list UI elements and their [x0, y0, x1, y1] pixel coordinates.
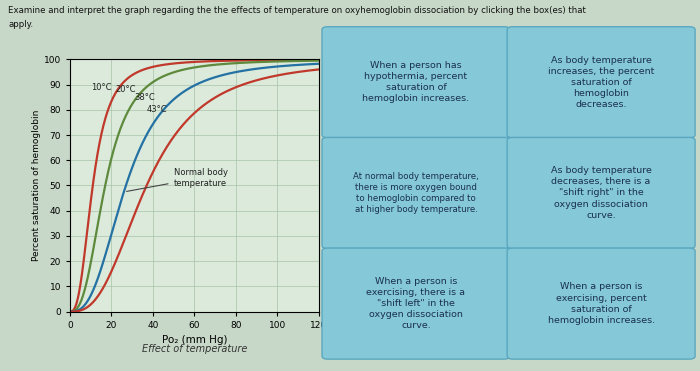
- Text: Effect of temperature: Effect of temperature: [141, 344, 247, 354]
- Text: When a person is
exercising, percent
saturation of
hemoglobin increases.: When a person is exercising, percent sat…: [547, 282, 654, 325]
- Text: 10°C: 10°C: [91, 83, 111, 92]
- Text: As body temperature
decreases, there is a
"shift right" in the
oxygen dissociati: As body temperature decreases, there is …: [551, 166, 652, 220]
- Text: Normal body
temperature: Normal body temperature: [127, 168, 228, 191]
- Y-axis label: Percent saturation of hemoglobin: Percent saturation of hemoglobin: [32, 110, 41, 261]
- Text: When a person has
hypothermia, percent
saturation of
hemoglobin increases.: When a person has hypothermia, percent s…: [363, 61, 470, 104]
- Text: 38°C: 38°C: [134, 93, 155, 102]
- X-axis label: Po₂ (mm Hg): Po₂ (mm Hg): [162, 335, 227, 345]
- Text: 43°C: 43°C: [146, 105, 167, 114]
- Text: As body temperature
increases, the percent
saturation of
hemoglobin
decreases.: As body temperature increases, the perce…: [548, 56, 654, 109]
- Text: apply.: apply.: [8, 20, 34, 29]
- Text: 20°C: 20°C: [116, 85, 136, 94]
- Text: At normal body temperature,
there is more oxygen bound
to hemoglobin compared to: At normal body temperature, there is mor…: [353, 172, 479, 214]
- Text: When a person is
exercising, there is a
"shift left" in the
oxygen dissociation
: When a person is exercising, there is a …: [367, 277, 466, 330]
- Text: Examine and interpret the graph regarding the the effects of temperature on oxyh: Examine and interpret the graph regardin…: [8, 6, 587, 14]
